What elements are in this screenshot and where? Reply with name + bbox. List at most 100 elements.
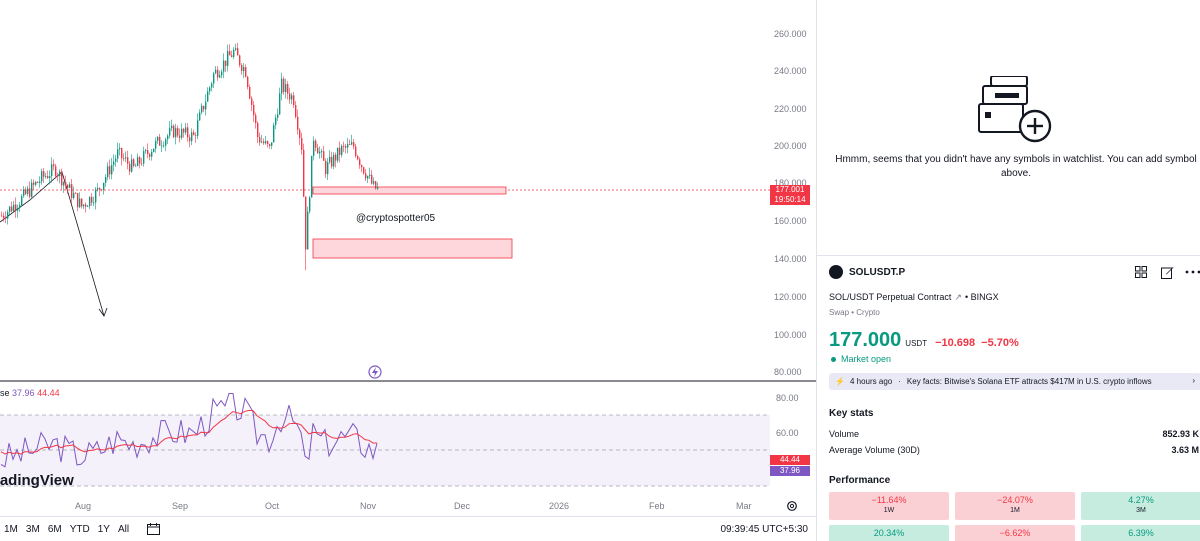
candle-body: [295, 105, 297, 117]
candle-body: [301, 138, 303, 150]
symbol-ticker[interactable]: SOLUSDT.P: [849, 266, 906, 278]
candle-body: [111, 164, 113, 175]
range-1m-button[interactable]: 1M: [4, 523, 18, 535]
candle-body: [221, 71, 223, 76]
performance-cell-1w[interactable]: −11.64% 1W: [829, 492, 949, 520]
candle-body: [49, 176, 51, 178]
price-chart[interactable]: [0, 0, 816, 541]
candle-body: [159, 136, 161, 146]
candle-body: [303, 149, 305, 197]
candle-body: [317, 147, 319, 154]
chart-pane[interactable]: 260.000 240.000 220.000 200.000 180.000 …: [0, 0, 816, 541]
candle-body: [165, 139, 167, 146]
time-axis-label: 2026: [549, 501, 570, 511]
candle-body: [171, 125, 173, 129]
candle-body: [145, 150, 147, 152]
candle-body: [115, 158, 117, 162]
candle-body: [63, 182, 65, 186]
candle-body: [239, 55, 241, 66]
external-link-icon[interactable]: ↗: [954, 292, 962, 302]
calendar-icon[interactable]: [147, 523, 161, 535]
price-row: 177.000 USDT −10.698 −5.70%: [829, 329, 1019, 352]
candle-body: [357, 156, 359, 160]
candle-body: [197, 120, 199, 136]
price-axis-label: 100.000: [774, 330, 807, 340]
candle-body: [187, 127, 189, 138]
candle-body: [1, 215, 3, 217]
stat-row-volume: Volume 852.93 K: [829, 429, 1199, 439]
performance-value: 20.34%: [873, 528, 905, 538]
candle-body: [123, 158, 125, 160]
rsi-line: [0, 393, 378, 468]
candle-body: [43, 171, 45, 177]
lightning-icon[interactable]: [368, 365, 382, 379]
candle-body: [77, 193, 79, 208]
range-6m-button[interactable]: 6M: [47, 523, 62, 535]
price-axis-label: 220.000: [774, 104, 807, 114]
candle-body: [211, 83, 213, 88]
candle-body: [223, 60, 225, 72]
candle-body: [235, 48, 237, 50]
market-status: Market open: [831, 354, 891, 364]
candle-body: [175, 128, 177, 138]
gear-icon[interactable]: [786, 500, 798, 512]
candle-body: [355, 146, 357, 157]
range-ytd-button[interactable]: YTD: [69, 523, 90, 535]
watchlist-add-icon: [978, 76, 1052, 143]
exchange-name[interactable]: BINGX: [970, 292, 999, 302]
candle-body: [277, 114, 279, 118]
candle-body: [237, 48, 239, 56]
candle-body: [109, 166, 111, 175]
time-axis-label: Dec: [454, 501, 471, 511]
candle-body: [29, 188, 31, 197]
candle-body: [253, 104, 255, 116]
candle-body: [47, 176, 49, 178]
candle-body: [375, 181, 377, 189]
price-currency: USDT: [905, 339, 928, 348]
news-headline-bar[interactable]: ⚡ 4 hours ago · Key facts: Bitwise's Sol…: [829, 373, 1200, 390]
range-3m-button[interactable]: 3M: [25, 523, 40, 535]
candle-body: [133, 159, 135, 166]
performance-cell-1m[interactable]: −24.07% 1M: [955, 492, 1075, 520]
price-axis-label: 160.000: [774, 216, 807, 226]
candle-body: [103, 182, 105, 190]
performance-cell-6m[interactable]: 20.34%: [829, 525, 949, 541]
candle-body: [89, 196, 91, 207]
resistance-zone: [312, 186, 507, 195]
instrument-type: Swap • Crypto: [829, 308, 880, 317]
candle-body: [141, 163, 143, 165]
candle-body: [131, 159, 133, 172]
performance-cell-1y[interactable]: 6.39%: [1081, 525, 1200, 541]
candle-body: [185, 127, 187, 133]
bar-countdown-tag: 19:50:14: [770, 195, 810, 205]
candle-body: [353, 142, 355, 147]
performance-cell-ytd[interactable]: −6.62%: [955, 525, 1075, 541]
candle-body: [195, 134, 197, 136]
symbol-header[interactable]: SOLUSDT.P: [829, 265, 905, 279]
performance-cell-3m[interactable]: 4.27% 3M: [1081, 492, 1200, 520]
candle-body: [323, 151, 325, 161]
edit-icon[interactable]: [1161, 266, 1174, 279]
rsi-ma-value: 44.44: [37, 388, 60, 398]
candle-body: [101, 189, 103, 191]
candle-body: [23, 189, 25, 197]
utc-clock[interactable]: 09:39:45 UTC+5:30: [720, 524, 808, 535]
candle-body: [307, 211, 309, 250]
candle-body: [263, 141, 265, 144]
range-all-button[interactable]: All: [117, 523, 130, 535]
more-options-icon[interactable]: [1185, 270, 1200, 274]
candle-body: [181, 128, 183, 138]
candle-body: [13, 204, 15, 212]
layout-grid-icon[interactable]: [1135, 266, 1147, 278]
candle-body: [347, 144, 349, 148]
candle-body: [19, 205, 21, 208]
candle-body: [359, 159, 361, 166]
range-1y-button[interactable]: 1Y: [97, 523, 110, 535]
candle-body: [105, 177, 107, 183]
rsi-legend[interactable]: se 37.96 44.44: [0, 388, 60, 398]
candle-body: [217, 69, 219, 78]
candle-body: [167, 135, 169, 140]
candle-body: [125, 157, 127, 159]
performance-period: 1W: [883, 507, 895, 514]
candle-body: [183, 128, 185, 133]
